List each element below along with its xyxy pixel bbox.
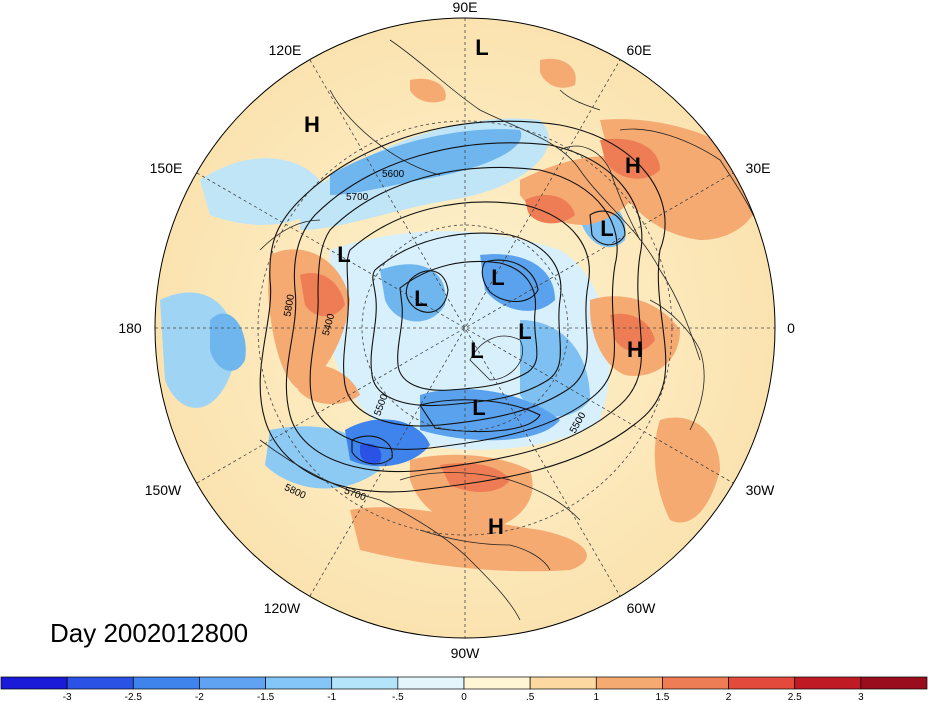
high-marker: H (627, 337, 643, 362)
contour-label: 5600 (382, 169, 405, 180)
colorbar-box (398, 677, 464, 689)
colorbar-label: 2 (726, 692, 732, 702)
high-marker: H (488, 514, 504, 539)
lon-label-60e: 60E (627, 42, 652, 58)
lon-label-0: 0 (787, 320, 795, 336)
colorbar-label: .5 (526, 692, 535, 702)
colorbar-box (1, 677, 67, 689)
colorbar-box (729, 677, 795, 689)
lon-label-60w: 60W (627, 600, 657, 616)
low-marker: L (475, 35, 488, 60)
colorbar-label: -3 (63, 692, 72, 702)
colorbar-box (67, 677, 133, 689)
colorbar: -3 -2.5 -2 -1.5 -1 -.5 0 .5 1 1.5 2 2.5 3 (0, 676, 928, 702)
colorbar-box (530, 677, 596, 689)
lon-label-30e: 30E (746, 160, 771, 176)
day-title: Day 2002012800 (50, 618, 248, 649)
high-marker: H (625, 153, 641, 178)
low-marker: L (491, 265, 504, 290)
low-marker: L (470, 338, 483, 363)
low-marker: L (337, 242, 350, 267)
low-marker: L (472, 395, 485, 420)
low-marker: L (518, 319, 531, 344)
colorbar-box (662, 677, 728, 689)
colorbar-box (332, 677, 398, 689)
lon-label-90w: 90W (451, 645, 481, 661)
colorbar-label: -1 (327, 692, 336, 702)
colorbar-box (795, 677, 861, 689)
lon-label-120w: 120W (264, 600, 301, 616)
colorbar-label: 0 (461, 692, 467, 702)
colorbar-label: -2 (195, 692, 204, 702)
colorbar-label: 3 (858, 692, 864, 702)
lon-label-150w: 150W (145, 482, 182, 498)
lon-label-90e: 90E (453, 0, 478, 15)
low-marker: L (600, 216, 613, 241)
contour-label: 5700 (346, 192, 369, 203)
low-marker: L (414, 286, 427, 311)
high-marker: H (304, 112, 320, 137)
colorbar-box (133, 677, 199, 689)
colorbar-label: -.5 (392, 692, 404, 702)
colorbar-label: 1.5 (655, 692, 669, 702)
colorbar-box (266, 677, 332, 689)
lon-label-150e: 150E (150, 160, 183, 176)
colorbar-label: 1 (594, 692, 600, 702)
colorbar-box (596, 677, 662, 689)
lon-label-30w: 30W (746, 482, 776, 498)
colorbar-box (199, 677, 265, 689)
colorbar-label: 2.5 (788, 692, 802, 702)
colorbar-boxes (1, 677, 927, 689)
colorbar-label: -2.5 (125, 692, 143, 702)
lon-label-120e: 120E (269, 42, 302, 58)
colorbar-box (464, 677, 530, 689)
colorbar-labels: -3 -2.5 -2 -1.5 -1 -.5 0 .5 1 1.5 2 2.5 3 (63, 692, 864, 702)
colorbar-box (861, 677, 927, 689)
colorbar-label: -1.5 (257, 692, 275, 702)
lon-label-180: 180 (118, 320, 142, 336)
